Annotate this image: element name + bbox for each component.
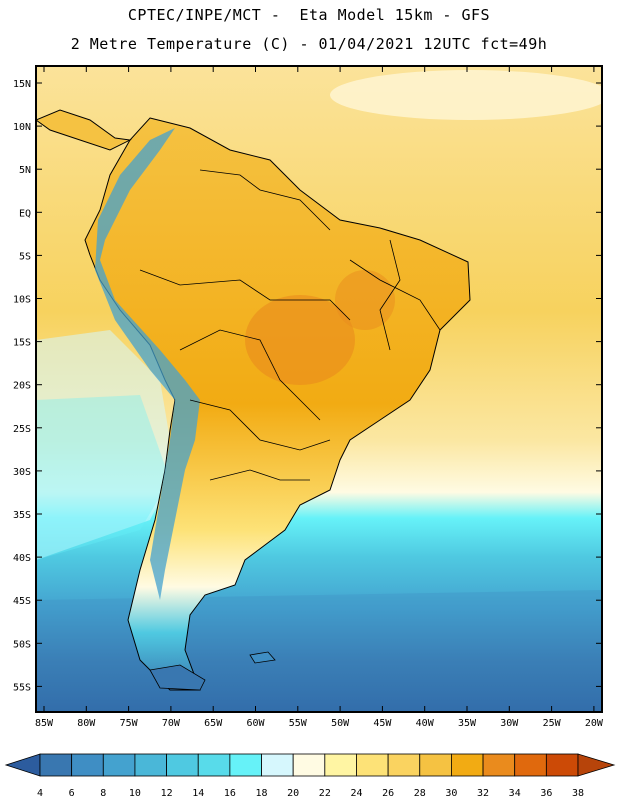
colorbar-label: 12 <box>161 788 173 799</box>
colorbar-label: 20 <box>287 788 299 799</box>
central-brazil-hot-region <box>245 295 355 385</box>
colorbar-label: 32 <box>477 788 489 799</box>
lon-label: 50W <box>331 718 350 729</box>
colorbar-label: 28 <box>414 788 426 799</box>
colorbar-label: 22 <box>319 788 331 799</box>
lat-label: 20S <box>13 381 31 392</box>
lat-label: 50S <box>13 639 31 650</box>
latitude-axis: 15N 10N 5N EQ 5S 10S 15S 20S 25S 30S 35S 40S 45S 50S 5… <box>13 79 602 693</box>
colorbar-swatch <box>102 753 136 777</box>
colorbar-label: 38 <box>572 788 584 799</box>
colorbar-label: 8 <box>100 788 106 799</box>
colorbar-swatch <box>514 753 547 777</box>
chart-title-line2: 2 Metre Temperature (C) - 01/04/2021 12U… <box>70 35 548 53</box>
colorbar-label: 24 <box>350 788 362 799</box>
colorbar-swatch <box>197 753 231 777</box>
lat-label: 30S <box>13 467 31 478</box>
lat-label: 40S <box>13 553 31 564</box>
lat-label: 15N <box>13 79 31 90</box>
lon-label: 80W <box>77 718 96 729</box>
lat-label: 25S <box>13 424 31 435</box>
lat-label: 55S <box>13 682 31 693</box>
colorbar-label: 10 <box>129 788 141 799</box>
colorbar-swatch <box>229 753 262 777</box>
lon-label: 85W <box>35 718 54 729</box>
colorbar-label: 4 <box>37 788 43 799</box>
map-frame <box>35 65 603 713</box>
lon-label: 70W <box>162 718 181 729</box>
colorbar-swatch <box>419 753 452 777</box>
chart-title-line1: CPTEC/INPE/MCT - Eta Model 15km - GFS <box>127 6 491 24</box>
colorbar-label: 30 <box>445 788 457 799</box>
lon-label: 75W <box>120 718 139 729</box>
lat-label: 5S <box>19 251 31 262</box>
lat-label: 15S <box>13 338 31 349</box>
lat-label: EQ <box>19 208 31 219</box>
lon-label: 35W <box>458 718 477 729</box>
lat-label: 5N <box>19 165 31 176</box>
colorbar-swatch <box>451 753 484 777</box>
colorbar-low-arrow <box>4 753 41 777</box>
colorbar-swatch <box>134 753 167 777</box>
colorbar-high-arrow <box>577 753 616 777</box>
lon-label: 40W <box>416 718 435 729</box>
lon-label: 25W <box>543 718 562 729</box>
colorbar-swatch <box>261 753 294 777</box>
colorbar-swatch <box>482 753 516 777</box>
lat-label: 10N <box>13 122 31 133</box>
colorbar-swatch <box>387 753 421 777</box>
longitude-axis: 85W 80W 75W 70W 65W 60W 55W 50W 45W 40W 35W 30W 25W 2… <box>35 66 604 729</box>
colorbar-label: 36 <box>540 788 552 799</box>
colorbar: 4 6 8 10 12 14 16 18 20 22 24 26 28 30 32 34 36 38 <box>4 753 616 799</box>
colorbar-swatch <box>71 753 104 777</box>
lon-label: 20W <box>585 718 604 729</box>
colorbar-label: 6 <box>69 788 75 799</box>
colorbar-label: 16 <box>224 788 236 799</box>
colorbar-swatch <box>292 753 326 777</box>
lat-label: 10S <box>13 295 31 306</box>
colorbar-label: 14 <box>192 788 204 799</box>
lon-label: 45W <box>373 718 392 729</box>
colorbar-swatch <box>545 753 579 777</box>
colorbar-label: 34 <box>509 788 521 799</box>
colorbar-swatch <box>39 753 73 777</box>
lat-label: 35S <box>13 510 31 521</box>
lon-label: 30W <box>500 718 519 729</box>
colorbar-label: 18 <box>256 788 268 799</box>
lon-label: 60W <box>246 718 265 729</box>
andes-cold-region <box>95 128 200 600</box>
colorbar-swatch <box>356 753 389 777</box>
colorbar-swatch <box>166 753 199 777</box>
colorbar-label: 26 <box>382 788 394 799</box>
colorbar-swatch <box>324 753 357 777</box>
lat-label: 45S <box>13 596 31 607</box>
lon-label: 55W <box>289 718 308 729</box>
lon-label: 65W <box>204 718 223 729</box>
